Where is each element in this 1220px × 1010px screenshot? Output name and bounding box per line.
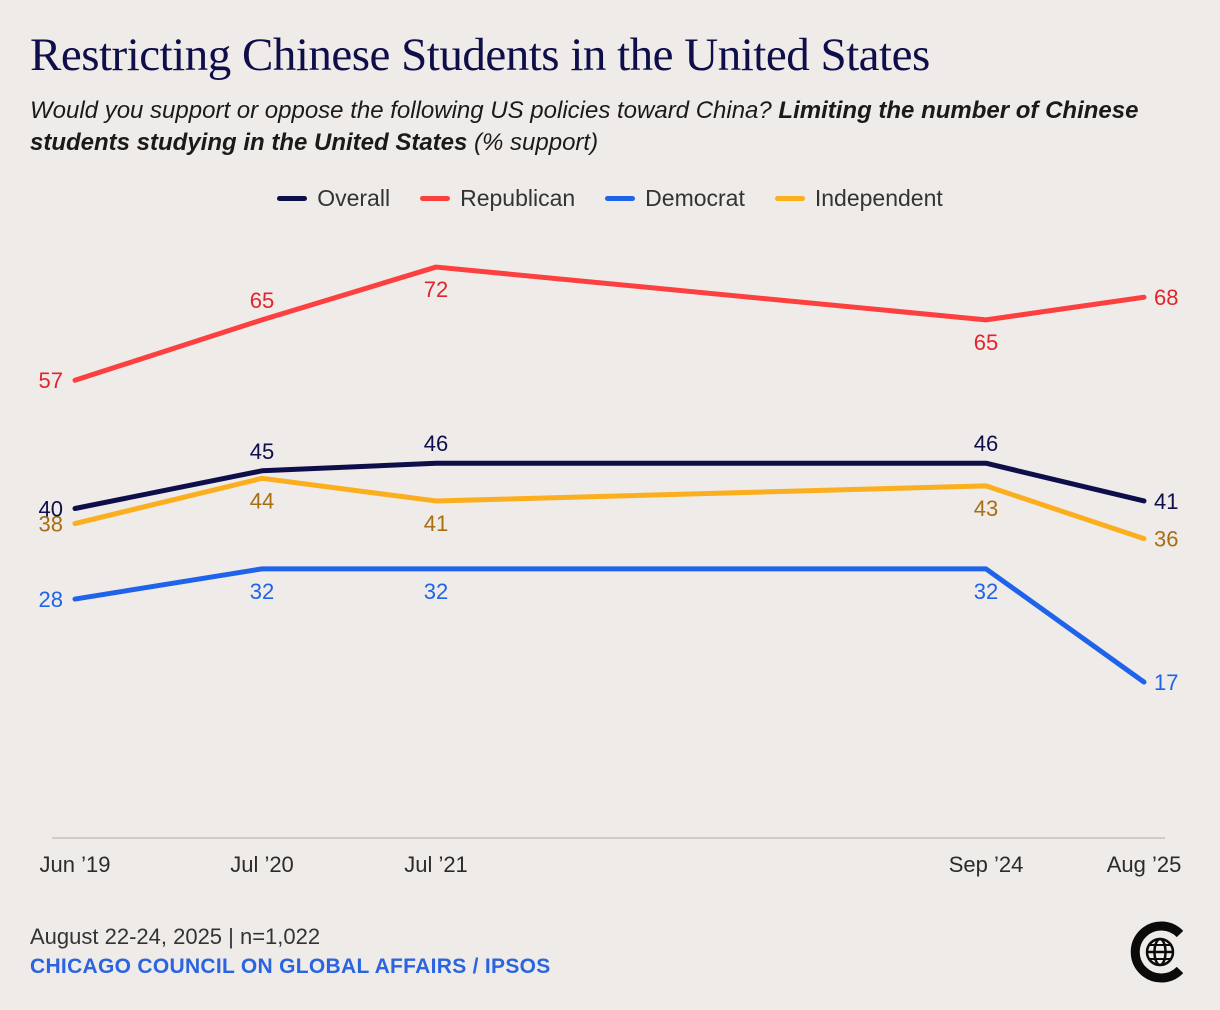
x-tick-label: Sep ’24 xyxy=(949,852,1024,877)
data-label-overall: 46 xyxy=(424,431,448,456)
legend-item-democrat: Democrat xyxy=(605,185,745,212)
legend-swatch-independent xyxy=(774,196,805,201)
legend-swatch-republican xyxy=(420,196,451,201)
data-label-democrat: 32 xyxy=(974,579,998,604)
chart-title: Restricting Chinese Students in the Unit… xyxy=(30,29,930,81)
data-label-republican: 57 xyxy=(39,368,63,393)
legend-label-democrat: Democrat xyxy=(645,185,745,211)
subtitle-lead: Would you support or oppose the followin… xyxy=(30,97,779,124)
x-tick-label: Jul ’21 xyxy=(404,852,468,877)
x-tick-label: Jun ’19 xyxy=(40,852,111,877)
chart-subtitle: Would you support or oppose the followin… xyxy=(30,95,1150,159)
legend-item-independent: Independent xyxy=(774,185,943,212)
data-label-republican: 72 xyxy=(424,277,448,302)
data-label-overall: 40 xyxy=(39,497,63,522)
subtitle-emphasis: Limiting the number of Chinese students … xyxy=(30,97,1139,156)
legend-swatch-overall xyxy=(277,196,308,201)
data-label-independent: 38 xyxy=(39,512,63,537)
data-label-republican: 65 xyxy=(974,330,998,355)
data-label-democrat: 32 xyxy=(424,579,448,604)
chicago-council-logo-icon xyxy=(1130,921,1184,983)
data-label-republican: 65 xyxy=(250,288,274,313)
series-line-republican xyxy=(72,264,1147,383)
data-label-democrat: 32 xyxy=(250,579,274,604)
data-label-independent: 44 xyxy=(250,488,274,513)
series-line-overall xyxy=(72,460,1147,511)
legend-item-republican: Republican xyxy=(420,185,575,212)
subtitle-tail: (% support) xyxy=(467,129,599,156)
data-label-independent: 36 xyxy=(1154,527,1178,552)
chart-legend: Overall Republican Democrat Independent xyxy=(0,185,1220,212)
footer-date-sample: August 22-24, 2025 | n=1,022 xyxy=(30,924,321,949)
data-label-overall: 41 xyxy=(1154,489,1178,514)
data-label-overall: 45 xyxy=(250,439,274,464)
legend-label-republican: Republican xyxy=(460,185,576,211)
legend-item-overall: Overall xyxy=(277,185,390,212)
x-tick-label: Jul ’20 xyxy=(230,852,294,877)
series-line-independent xyxy=(72,475,1147,542)
data-label-overall: 46 xyxy=(974,431,998,456)
legend-label-independent: Independent xyxy=(814,185,943,211)
data-label-democrat: 28 xyxy=(39,587,63,612)
data-label-independent: 43 xyxy=(974,496,998,521)
data-label-democrat: 17 xyxy=(1154,670,1178,695)
footer-source: CHICAGO COUNCIL ON GLOBAL AFFAIRS / IPSO… xyxy=(30,955,551,978)
legend-label-overall: Overall xyxy=(317,185,391,211)
data-label-republican: 68 xyxy=(1154,285,1178,310)
data-label-independent: 41 xyxy=(424,511,448,536)
x-tick-label: Aug ’25 xyxy=(1107,852,1182,877)
series-line-democrat xyxy=(72,566,1147,685)
legend-swatch-democrat xyxy=(605,196,636,201)
